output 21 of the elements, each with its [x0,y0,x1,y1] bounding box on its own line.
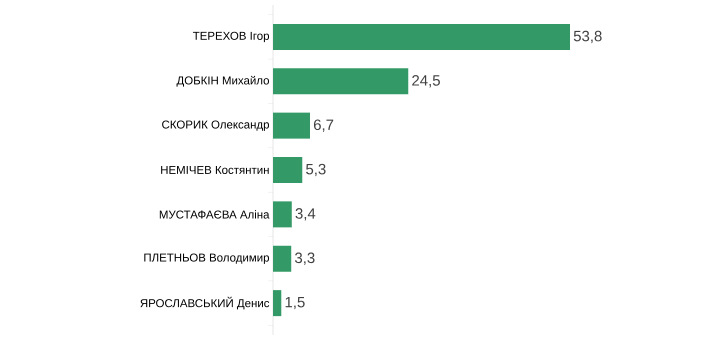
bar [273,290,282,316]
bar [273,68,408,94]
data-label: 24,5 [412,75,440,88]
bar [273,24,570,50]
data-label: 53,8 [574,30,602,44]
data-label: 5,3 [306,164,326,176]
data-label: 3,4 [296,208,316,221]
y-tick-label: ПЛЕТНЬОВ Володимир [144,254,270,264]
data-label: 6,7 [314,119,334,132]
y-tick-label: ДОБКІН Михайло [176,76,269,87]
data-label: 3,3 [294,252,315,265]
y-tick-label: НЕМІЧЕВ Костянтин [161,166,269,174]
y-tick-label: ЯРОСЛАВСЬКИЙ Денис [140,296,270,310]
bar [273,201,292,228]
y-tick-label: ТЕРЕХОВ Ігор [192,32,270,42]
y-tick-label: МУСТАФАЄВА Аліна [160,210,270,219]
bar [273,112,310,139]
y-tick-label: СКОРИК Олександр [162,120,269,131]
bar [273,246,292,272]
bar [273,157,302,184]
data-label: 1,5 [286,296,305,310]
